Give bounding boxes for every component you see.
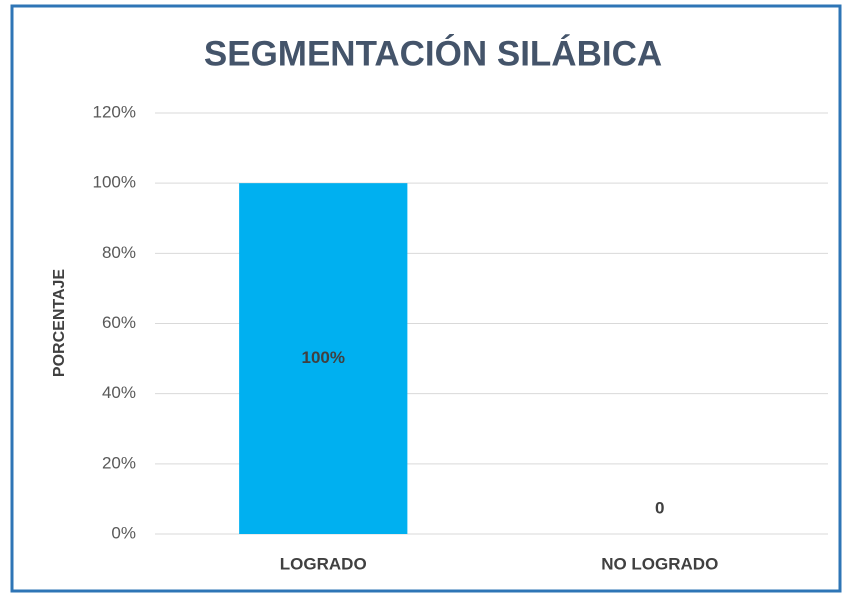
y-tick-label: 20% — [102, 453, 136, 472]
y-tick-label: 40% — [102, 383, 136, 402]
y-tick-label: 60% — [102, 313, 136, 332]
y-tick-label: 80% — [102, 243, 136, 262]
y-tick-label: 100% — [93, 173, 136, 192]
y-axis-label: PORCENTAJE — [51, 269, 68, 377]
data-label: 100% — [302, 348, 345, 367]
y-tick-label: 0% — [111, 523, 136, 542]
chart-border — [10, 4, 842, 593]
data-label: 0 — [655, 498, 664, 517]
bar — [239, 183, 408, 534]
x-tick-label: LOGRADO — [280, 554, 367, 573]
chart-title: SEGMENTACIÓN SILÁBICA — [204, 33, 662, 73]
x-tick-label: NO LOGRADO — [601, 554, 718, 573]
y-tick-label: 120% — [93, 102, 136, 121]
